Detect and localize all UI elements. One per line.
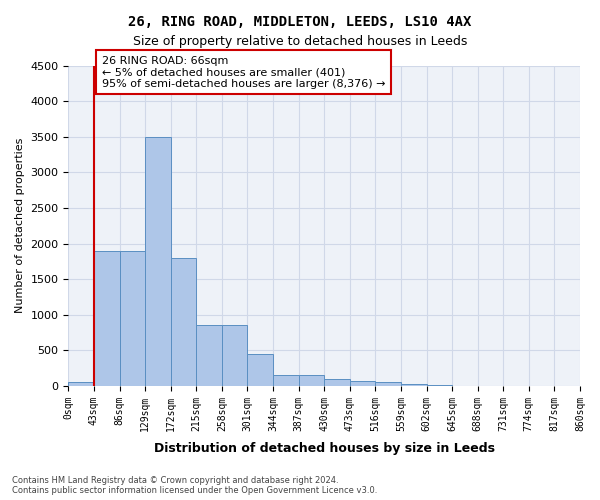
Bar — [350, 380, 376, 386]
Bar — [247, 354, 273, 386]
Bar — [324, 379, 350, 386]
Y-axis label: Number of detached properties: Number of detached properties — [15, 138, 25, 314]
Bar — [222, 326, 247, 386]
Bar — [94, 250, 119, 386]
Bar — [68, 382, 94, 386]
Bar — [299, 375, 324, 386]
X-axis label: Distribution of detached houses by size in Leeds: Distribution of detached houses by size … — [154, 442, 495, 455]
Bar — [171, 258, 196, 386]
Bar — [119, 250, 145, 386]
Bar — [145, 136, 171, 386]
Text: Contains HM Land Registry data © Crown copyright and database right 2024.
Contai: Contains HM Land Registry data © Crown c… — [12, 476, 377, 495]
Bar — [376, 382, 401, 386]
Text: 26 RING ROAD: 66sqm
← 5% of detached houses are smaller (401)
95% of semi-detach: 26 RING ROAD: 66sqm ← 5% of detached hou… — [101, 56, 385, 89]
Text: Size of property relative to detached houses in Leeds: Size of property relative to detached ho… — [133, 35, 467, 48]
Bar — [196, 326, 222, 386]
Bar — [401, 384, 427, 386]
Text: 26, RING ROAD, MIDDLETON, LEEDS, LS10 4AX: 26, RING ROAD, MIDDLETON, LEEDS, LS10 4A… — [128, 15, 472, 29]
Bar — [273, 375, 299, 386]
Bar — [427, 385, 452, 386]
